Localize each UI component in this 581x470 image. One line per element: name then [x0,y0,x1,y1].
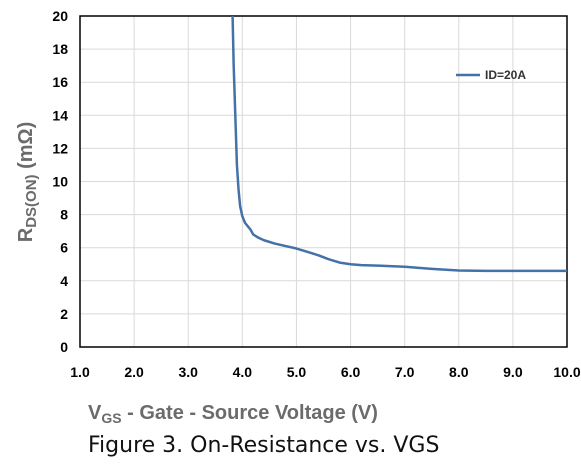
y-axis-unit: (mΩ) [15,122,37,169]
y-axis-title: RDS(ON) (mΩ) [15,122,40,242]
x-axis-sub: GS [101,410,121,426]
x-tick-label: 3.0 [178,364,198,380]
x-tick-label: 8.0 [449,364,469,380]
y-tick-label: 14 [52,107,68,123]
x-tick-label: 4.0 [233,364,253,380]
y-tick-label: 18 [52,41,68,57]
y-tick-label: 6 [60,240,68,256]
x-axis-title: VGS - Gate - Source Voltage (V) [88,402,378,426]
x-axis-main: V [88,402,102,424]
x-tick-label: 2.0 [124,364,144,380]
x-tick-label: 7.0 [395,364,415,380]
x-tick-label: 10.0 [553,364,580,380]
y-tick-label: 2 [60,306,68,322]
figure-caption: Figure 3. On-Resistance vs. VGS [88,433,440,458]
x-axis-rest: - Gate - Source Voltage (V) [127,402,378,424]
y-tick-label: 16 [52,74,68,90]
tick-labels: 1.0 2.0 3.0 4.0 5.0 6.0 7.0 8.0 9.0 10.0 0 2 4 6 8 10 12… [52,8,580,380]
x-tick-label: 6.0 [341,364,361,380]
chart: 1.0 2.0 3.0 4.0 5.0 6.0 7.0 8.0 9.0 10.0 0 2 4 6 8 10 12… [15,8,581,426]
series-line [231,15,567,273]
legend: ID=20A [456,68,526,82]
plot-frame [79,15,568,348]
y-tick-label: 4 [60,273,68,289]
y-tick-label: 10 [52,174,68,190]
grid [79,15,568,348]
y-tick-label: 20 [52,8,68,24]
y-axis-main: R [15,227,37,242]
legend-label: ID=20A [485,68,526,82]
series-group [231,15,567,273]
y-tick-label: 0 [60,339,68,355]
y-axis-sub: DS(ON) [23,174,40,227]
x-tick-label: 9.0 [503,364,523,380]
x-tick-label: 1.0 [70,364,90,380]
y-tick-label: 12 [52,140,68,156]
x-tick-label: 5.0 [287,364,307,380]
y-tick-label: 8 [60,207,68,223]
